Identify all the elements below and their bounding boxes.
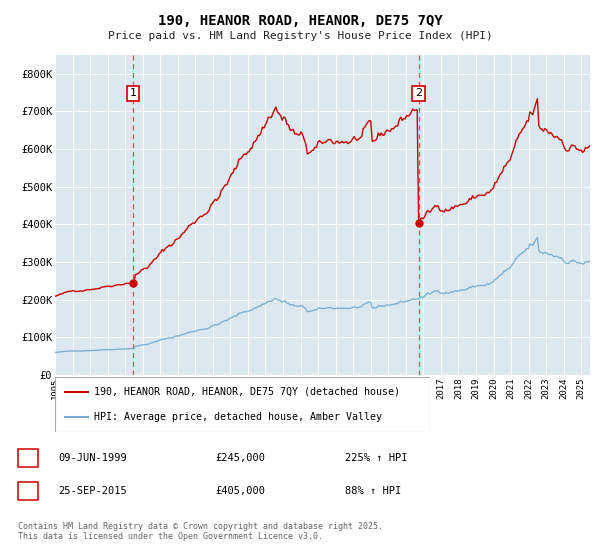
Text: £245,000: £245,000 — [215, 453, 265, 463]
Text: 1: 1 — [130, 88, 136, 99]
Text: 1: 1 — [25, 453, 31, 463]
Text: 25-SEP-2015: 25-SEP-2015 — [58, 486, 127, 496]
Text: 2: 2 — [415, 88, 422, 99]
Text: 2: 2 — [25, 486, 31, 496]
Text: Price paid vs. HM Land Registry's House Price Index (HPI): Price paid vs. HM Land Registry's House … — [107, 31, 493, 41]
Text: 190, HEANOR ROAD, HEANOR, DE75 7QY (detached house): 190, HEANOR ROAD, HEANOR, DE75 7QY (deta… — [94, 387, 400, 397]
Text: 88% ↑ HPI: 88% ↑ HPI — [345, 486, 401, 496]
Text: 09-JUN-1999: 09-JUN-1999 — [58, 453, 127, 463]
Text: £405,000: £405,000 — [215, 486, 265, 496]
Text: 225% ↑ HPI: 225% ↑ HPI — [345, 453, 407, 463]
Text: 190, HEANOR ROAD, HEANOR, DE75 7QY: 190, HEANOR ROAD, HEANOR, DE75 7QY — [158, 14, 442, 28]
Text: Contains HM Land Registry data © Crown copyright and database right 2025.
This d: Contains HM Land Registry data © Crown c… — [18, 522, 383, 542]
Text: HPI: Average price, detached house, Amber Valley: HPI: Average price, detached house, Ambe… — [94, 412, 382, 422]
FancyBboxPatch shape — [55, 377, 430, 432]
